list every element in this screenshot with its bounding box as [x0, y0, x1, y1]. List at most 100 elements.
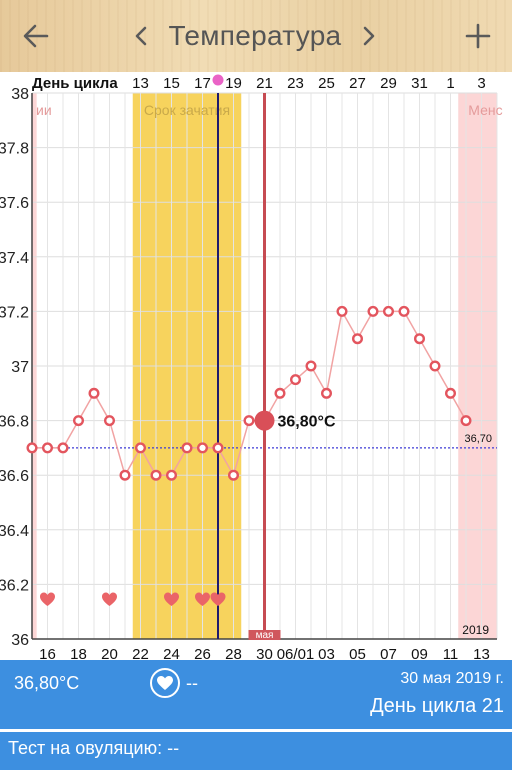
temperature-point[interactable] [429, 360, 441, 372]
heart-icon [40, 592, 55, 606]
temperature-point[interactable] [212, 442, 224, 454]
y-tick-label: 36 [11, 632, 29, 649]
selected-date: 30 мая 2019 г. [400, 670, 504, 687]
selected-day-panel[interactable]: 36,80°C -- 30 мая 2019 г. День цикла 21 … [0, 660, 512, 770]
bottom-tick-label: 20 [101, 646, 118, 660]
temperature-point[interactable] [103, 415, 115, 427]
temperature-point[interactable] [88, 387, 100, 399]
coverline-label: 36,70 [464, 433, 492, 445]
temperature-point[interactable] [227, 469, 239, 481]
temperature-point[interactable] [165, 469, 177, 481]
temperature-point[interactable] [445, 387, 457, 399]
temperature-point[interactable] [460, 415, 472, 427]
y-tick-label: 37 [11, 359, 29, 376]
temperature-point[interactable] [42, 442, 54, 454]
page-title: Температура [168, 20, 342, 51]
top-tick-label: 21 [256, 75, 273, 92]
temperature-point[interactable] [243, 415, 255, 427]
bottom-tick-label: 11 [443, 646, 459, 660]
bottom-tick-label: 26 [194, 646, 211, 660]
y-tick-label: 37.6 [0, 195, 29, 212]
bottom-tick-label: 07 [380, 646, 397, 660]
bottom-tick-label: 24 [163, 646, 180, 660]
temperature-point[interactable] [398, 305, 410, 317]
y-tick-label: 37.4 [0, 250, 29, 267]
selected-temperature-label: 36,80°C [278, 414, 336, 431]
month-marker-label: мая [256, 630, 274, 641]
temperature-point[interactable] [134, 442, 146, 454]
temperature-point[interactable] [352, 333, 364, 345]
top-tick-label: 3 [477, 75, 485, 92]
selected-temperature-point[interactable] [254, 410, 275, 431]
top-tick-label: 25 [318, 75, 335, 92]
bottom-tick-label: 28 [225, 646, 242, 660]
bottom-tick-label: 30 [256, 646, 273, 660]
bottom-tick-label: 13 [473, 646, 490, 660]
cycle-day: День цикла 21 [370, 695, 504, 717]
y-tick-label: 37.8 [0, 141, 29, 158]
temperature-point[interactable] [181, 442, 193, 454]
temperature-point[interactable] [290, 374, 302, 386]
temperature-point[interactable] [119, 469, 131, 481]
y-tick-label: 36.2 [0, 577, 29, 594]
heart-icon [157, 675, 173, 690]
menstruation-label-left: ии [36, 102, 52, 118]
temperature-point[interactable] [305, 360, 317, 372]
heart-icon [102, 592, 117, 606]
bottom-tick-label: 05 [349, 646, 366, 660]
next-period-button[interactable] [352, 0, 386, 72]
temperature-point[interactable] [26, 442, 38, 454]
heart-icon [164, 592, 179, 606]
selected-temperature: 36,80°C [14, 673, 80, 693]
arrow-left-icon [23, 24, 49, 48]
temperature-point[interactable] [414, 333, 426, 345]
year-label: 2019 [462, 623, 489, 637]
y-tick-label: 36.6 [0, 468, 29, 485]
top-tick-label: 13 [132, 75, 149, 92]
heart-icon [195, 592, 210, 606]
temperature-chart[interactable]: 38 37.8 37.6 37.4 37.2 37 36.8 36.6 36.4 36.2 36 Ср… [0, 72, 512, 660]
month-marker [248, 630, 281, 640]
top-tick-label: 19 [225, 75, 242, 92]
bottom-tick-label: 22 [132, 646, 149, 660]
top-app-bar: Температура [0, 0, 512, 72]
bottom-tick-label: 09 [411, 646, 428, 660]
temperature-point[interactable] [383, 305, 395, 317]
bottom-tick-label: 06/01 [277, 646, 315, 660]
plus-icon [465, 23, 491, 49]
temperature-point[interactable] [57, 442, 69, 454]
footer-divider [0, 729, 512, 732]
temperature-point[interactable] [367, 305, 379, 317]
intercourse-button[interactable] [150, 668, 180, 698]
top-tick-label: 17 [194, 75, 211, 92]
top-tick-label: 23 [287, 75, 304, 92]
intercourse-value: -- [186, 673, 198, 693]
back-button[interactable] [10, 0, 62, 72]
heart-icon [210, 592, 226, 606]
y-tick-label: 38 [11, 86, 29, 103]
bottom-tick-label: 18 [70, 646, 87, 660]
top-tick-label: 1 [446, 75, 454, 92]
cycle-day-axis-label: День цикла [32, 75, 118, 92]
temperature-point[interactable] [336, 305, 348, 317]
fertile-window-label: Срок зачатия [144, 102, 230, 118]
add-button[interactable] [452, 0, 504, 72]
y-tick-label: 36.8 [0, 414, 29, 431]
ovulation-test-value[interactable]: Тест на овуляцию: -- [8, 738, 180, 758]
temperature-point[interactable] [321, 387, 333, 399]
top-tick-label: 29 [380, 75, 397, 92]
temperature-point[interactable] [274, 387, 286, 399]
temperature-point[interactable] [196, 442, 208, 454]
ovulation-marker-icon [212, 74, 224, 86]
chevron-left-icon [135, 26, 147, 46]
bottom-tick-label: 16 [39, 646, 56, 660]
previous-period-button[interactable] [124, 0, 158, 72]
chevron-right-icon [363, 26, 375, 46]
y-tick-label: 37.2 [0, 304, 29, 321]
temperature-point[interactable] [72, 415, 84, 427]
y-tick-label: 36.4 [0, 523, 29, 540]
menstruation-label-right: Менс [468, 102, 502, 118]
temperature-point[interactable] [150, 469, 162, 481]
bottom-tick-label: 03 [318, 646, 335, 660]
top-tick-label: 31 [411, 75, 428, 92]
